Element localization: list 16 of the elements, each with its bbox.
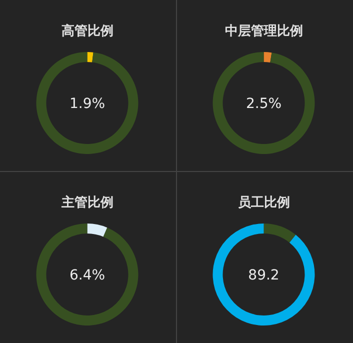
chart-title: 高管比例 xyxy=(61,23,114,39)
chart-title: 中层管理比例 xyxy=(224,24,303,39)
donut-slice xyxy=(212,52,315,154)
chart-title: 员工比例 xyxy=(238,196,290,210)
text: 6.4% xyxy=(69,268,106,284)
text: 1.9% xyxy=(69,96,106,112)
text: 2.5% xyxy=(246,96,282,112)
donut-slice xyxy=(264,224,296,243)
text: 89.2 xyxy=(248,268,280,284)
donut-slice xyxy=(36,52,138,154)
donut-slice xyxy=(87,52,94,62)
donut-slice xyxy=(87,224,108,237)
donut-slice xyxy=(212,224,315,326)
donut-slice xyxy=(264,52,272,63)
chart-title: 主管比例 xyxy=(60,194,114,210)
donut-slice xyxy=(36,224,138,326)
